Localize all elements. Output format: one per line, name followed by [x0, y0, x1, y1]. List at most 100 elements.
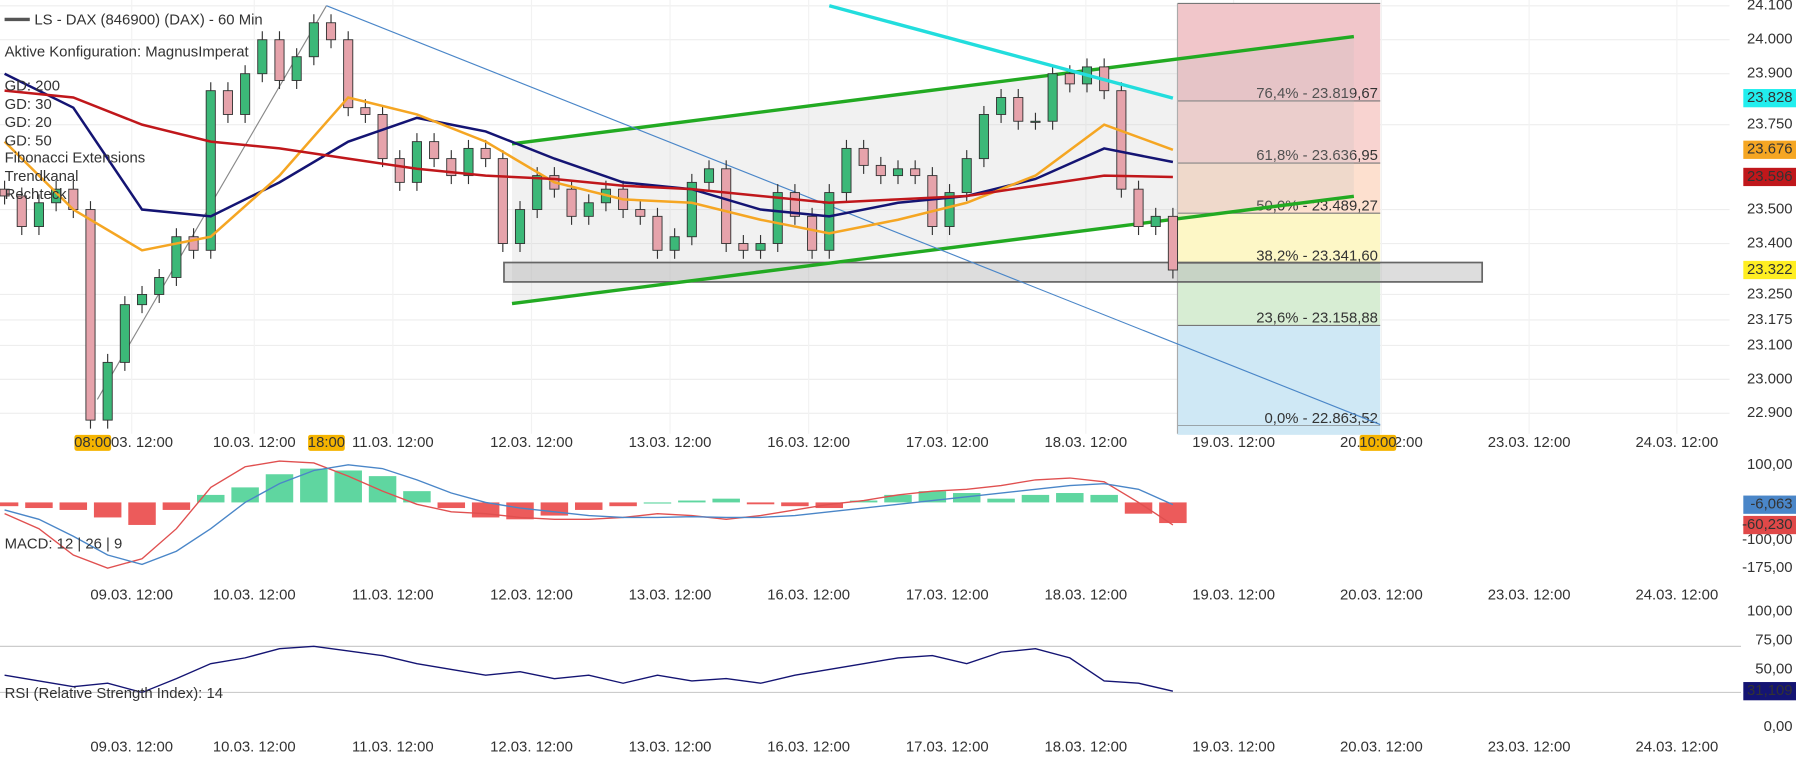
macd-bar	[437, 502, 466, 509]
macd-bar	[197, 494, 225, 503]
candle	[789, 184, 800, 225]
legend-entry: GD: 50	[5, 133, 52, 149]
rsi-tick-label: 100,00	[1747, 604, 1793, 620]
legend-entry: GD: 200	[5, 79, 60, 95]
candle-body	[652, 215, 663, 251]
fib-band	[1177, 100, 1381, 164]
price-tick-label: 23.100	[1747, 337, 1793, 353]
candle-body	[497, 158, 508, 244]
candle	[308, 14, 319, 66]
macd-bar	[815, 502, 844, 509]
macd-bar	[540, 502, 569, 516]
candle-body	[136, 294, 148, 306]
macd-bar	[712, 498, 740, 503]
candle	[738, 235, 749, 259]
candle	[222, 82, 233, 123]
macd-bar	[368, 476, 397, 503]
moving-average	[828, 4, 1174, 100]
macd-bar	[1056, 493, 1084, 503]
rsi-tick-label: 75,00	[1755, 633, 1792, 649]
time-label: 24.03. 12:00	[1635, 435, 1718, 451]
candle-body	[377, 114, 388, 160]
legend-entry: Rechteck	[5, 187, 68, 203]
candle	[755, 235, 766, 259]
candle-body	[910, 168, 921, 177]
time-label: 13.03. 12:00	[629, 588, 712, 604]
macd-bar	[403, 491, 431, 503]
candle	[514, 201, 526, 253]
candle-body	[721, 168, 732, 244]
candle-body	[446, 158, 457, 177]
candle-body	[841, 147, 852, 194]
time-label: 10.03. 12:00	[213, 588, 296, 604]
macd-tag-label: -60,230	[1742, 517, 1792, 533]
macd-bar	[93, 502, 122, 518]
candle	[411, 133, 422, 191]
time-label: 13.03. 12:00	[629, 740, 712, 756]
candle-body	[240, 73, 251, 115]
candle-body	[33, 202, 44, 227]
fib-band	[1177, 325, 1381, 426]
time-label: 12.03. 12:00	[490, 435, 573, 451]
macd-bar	[1090, 494, 1118, 503]
candle-body	[961, 158, 972, 194]
time-highlight	[74, 434, 112, 451]
candle-body	[944, 192, 955, 227]
time-label: 16.03. 12:00	[767, 435, 850, 451]
candle	[944, 184, 955, 236]
macd-bar	[59, 502, 88, 510]
candle-body	[394, 158, 405, 183]
candle-body	[171, 236, 182, 278]
candle-body	[532, 175, 543, 211]
macd-bar	[574, 502, 603, 510]
candle-body	[669, 236, 680, 251]
macd-bar	[643, 502, 672, 504]
candle-body	[996, 97, 1007, 115]
candle-body	[1150, 215, 1161, 227]
time-label: 20.03. 12:00	[1340, 740, 1423, 756]
candle-body	[85, 209, 96, 421]
candle	[841, 139, 852, 202]
macd-tick-label: -175,00	[1742, 560, 1792, 576]
rsi-line	[4, 645, 1174, 694]
macd-label: MACD: 12 | 26 | 9	[5, 536, 123, 552]
time-highlight	[308, 434, 345, 451]
candle-body	[892, 168, 904, 177]
macd-bar	[1021, 494, 1050, 503]
candle	[171, 228, 182, 286]
fib-label: 23,6% - 23.158,88	[1256, 310, 1378, 326]
time-label: 12.03. 12:00	[490, 588, 573, 604]
candle-body	[411, 141, 422, 183]
candle	[1116, 82, 1127, 198]
candle	[0, 180, 10, 205]
candle	[291, 48, 302, 89]
candle-body	[463, 147, 474, 177]
moving-average	[3, 96, 1174, 252]
price-tag-label: 23.676	[1747, 142, 1793, 158]
time-label: 23.03. 12:00	[1488, 588, 1571, 604]
candle-body	[514, 209, 526, 244]
time-label: 18.03. 12:00	[1044, 435, 1127, 451]
fib-label: 0,0% - 22.863,52	[1265, 411, 1378, 427]
candle	[1133, 180, 1144, 236]
time-label: 09.03. 12:00	[90, 740, 173, 756]
candle-body	[360, 107, 371, 115]
macd-bar	[987, 498, 1015, 503]
candle	[669, 228, 680, 259]
candle	[1167, 207, 1178, 279]
candle-body	[1064, 73, 1075, 85]
candle-body	[635, 209, 646, 217]
candle	[910, 160, 921, 185]
time-label: 18.03. 12:00	[1044, 588, 1127, 604]
candle	[85, 201, 96, 429]
price-tick-label: 23.250	[1747, 286, 1793, 302]
candle-body	[1133, 188, 1144, 227]
fib-label: 61,8% - 23.636,95	[1256, 148, 1378, 164]
price-tick-label: 23.500	[1747, 201, 1793, 217]
candle-body	[325, 22, 337, 41]
candle-body	[154, 277, 165, 295]
candle-body	[566, 188, 577, 217]
rsi-tag	[1743, 682, 1796, 701]
macd-bar	[918, 491, 947, 503]
